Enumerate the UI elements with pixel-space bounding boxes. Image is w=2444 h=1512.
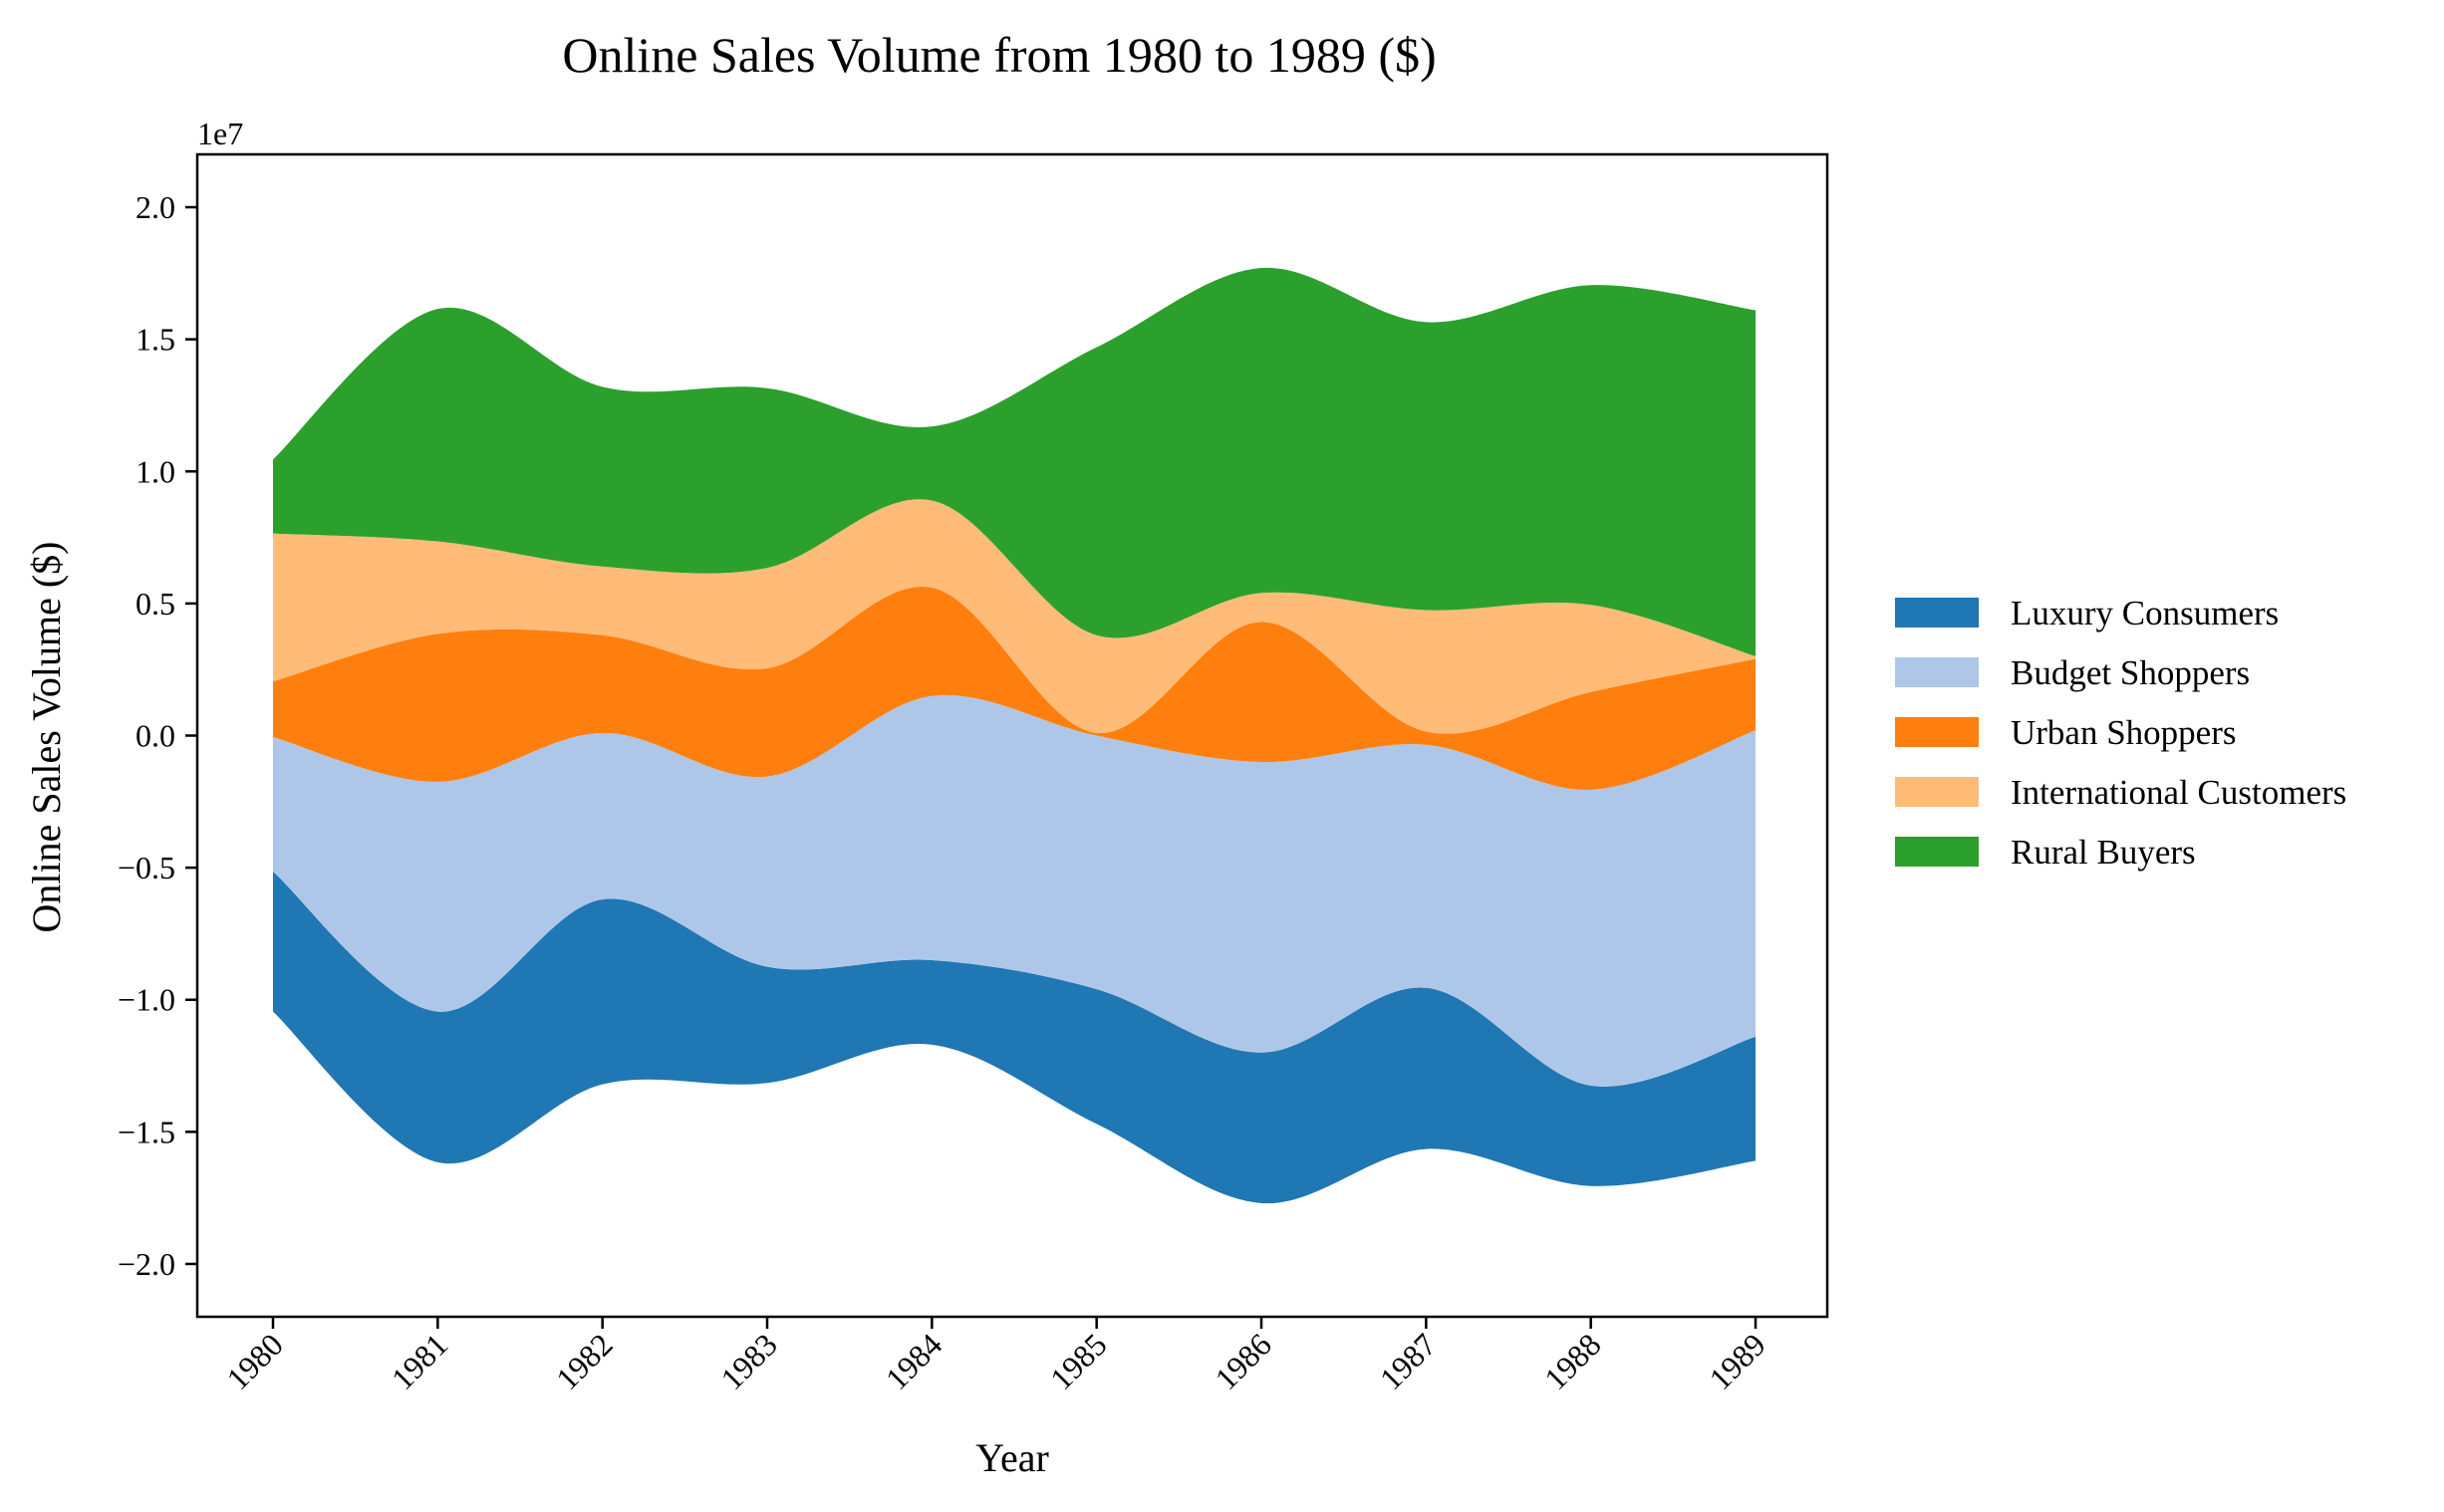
area-international-customers bbox=[273, 499, 1756, 734]
x-tick-label: 1983 bbox=[713, 1326, 784, 1396]
chart-title: Online Sales Volume from 1980 to 1989 ($… bbox=[562, 27, 1436, 83]
x-tick-label: 1987 bbox=[1373, 1326, 1444, 1396]
x-tick-label: 1984 bbox=[879, 1326, 950, 1396]
legend-label: Rural Buyers bbox=[2011, 833, 2196, 872]
y-axis-title: Online Sales Volume ($) bbox=[24, 542, 69, 933]
legend-swatch bbox=[1895, 777, 1979, 807]
area-series-group bbox=[273, 267, 1756, 1204]
y-tick-label: −1.0 bbox=[118, 982, 175, 1018]
y-offset-label: 1e7 bbox=[197, 116, 243, 151]
x-axis-title: Year bbox=[975, 1435, 1049, 1480]
area-urban-shoppers bbox=[273, 587, 1756, 790]
x-tick-label: 1981 bbox=[385, 1326, 455, 1396]
y-axis: −2.0 −1.5 −1.0 −0.5 0.0 0.5 1.0 1.5 2.0 bbox=[118, 189, 197, 1282]
legend-swatch bbox=[1895, 837, 1979, 867]
legend: Luxury Consumers Budget Shoppers Urban Sho… bbox=[1895, 594, 2346, 872]
y-tick-label: 1.5 bbox=[136, 322, 175, 358]
y-tick-label: −1.5 bbox=[118, 1114, 175, 1149]
x-tick-label: 1980 bbox=[219, 1326, 290, 1396]
legend-swatch bbox=[1895, 657, 1979, 687]
area-luxury-consumers bbox=[273, 872, 1756, 1204]
y-tick-label: 1.0 bbox=[136, 453, 175, 489]
legend-swatch bbox=[1895, 598, 1979, 628]
area-budget-shoppers bbox=[273, 694, 1756, 1087]
area-rural-buyers bbox=[273, 267, 1756, 656]
y-tick-label: 0.5 bbox=[136, 586, 175, 622]
x-tick-label: 1982 bbox=[549, 1326, 620, 1396]
legend-label: Budget Shoppers bbox=[2011, 653, 2250, 692]
y-tick-label: 2.0 bbox=[136, 189, 175, 225]
y-tick-label: −2.0 bbox=[118, 1246, 175, 1282]
legend-label: Luxury Consumers bbox=[2011, 594, 2279, 632]
x-tick-label: 1986 bbox=[1208, 1326, 1278, 1396]
x-tick-label: 1988 bbox=[1537, 1326, 1608, 1396]
legend-label: Urban Shoppers bbox=[2011, 713, 2237, 752]
legend-label: International Customers bbox=[2011, 773, 2346, 812]
x-tick-label: 1989 bbox=[1702, 1326, 1772, 1396]
x-tick-label: 1985 bbox=[1043, 1326, 1114, 1396]
y-tick-label: −0.5 bbox=[118, 850, 175, 885]
x-axis: 1980 1981 1982 1983 1984 1985 1986 1987 1988 1989 bbox=[219, 1317, 1772, 1396]
legend-swatch bbox=[1895, 717, 1979, 747]
y-tick-label: 0.0 bbox=[136, 718, 175, 754]
